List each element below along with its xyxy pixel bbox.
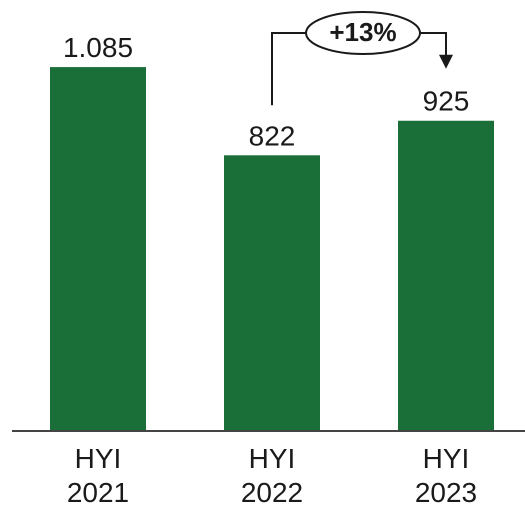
category-label-0-line-0: HYI	[75, 443, 122, 474]
category-label-2-line-1: 2023	[415, 477, 477, 508]
growth-arrow-icon	[439, 54, 453, 69]
growth-percent-label: +13%	[329, 17, 396, 47]
value-label-0: 1.085	[63, 32, 133, 63]
growth-badge	[305, 11, 421, 55]
value-label-2: 925	[423, 86, 470, 117]
category-label-1-line-0: HYI	[249, 443, 296, 474]
growth-annotation: +13%	[271, 11, 453, 106]
value-label-1: 822	[249, 120, 296, 151]
bars-group	[50, 67, 494, 432]
bar-1	[224, 155, 320, 431]
category-label-0-line-1: 2021	[67, 477, 129, 508]
category-label-1-line-1: 2022	[241, 477, 303, 508]
value-labels-group: 1.085 822 925	[63, 32, 469, 151]
category-label-2-line-0: HYI	[423, 443, 470, 474]
bar-0	[50, 67, 146, 431]
bar-2	[398, 120, 494, 432]
